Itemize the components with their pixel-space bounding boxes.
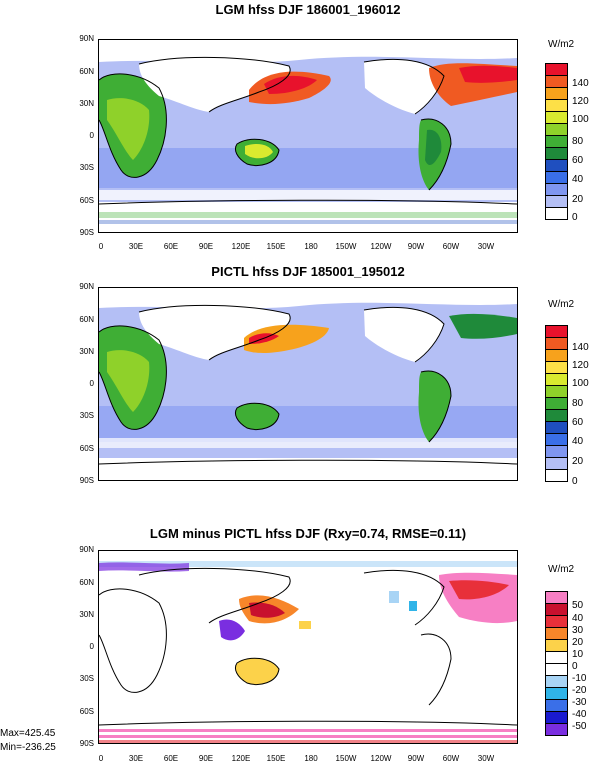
lat-label: 90N <box>79 545 94 554</box>
legend-label: 0 <box>572 476 578 487</box>
min-value: Min=-236.25 <box>0 742 56 753</box>
legend-label: -50 <box>572 721 587 732</box>
lon-label: 90E <box>198 242 214 251</box>
lat-label: 60S <box>79 707 94 716</box>
lon-label: 120E <box>231 242 251 251</box>
legend-label: 50 <box>572 600 584 611</box>
panel-pictl: PICTL hfss DJF 185001_195012 90N 60N 3 <box>0 262 597 522</box>
lon-label: 150E <box>266 754 286 763</box>
legend-swatch <box>545 723 568 736</box>
lon-label: 0 <box>98 242 104 251</box>
lon-label: 60E <box>163 754 179 763</box>
panel-difference: LGM minus PICTL hfss DJF (Rxy=0.74, RMSE… <box>0 524 597 782</box>
lat-label: 60S <box>79 444 94 453</box>
lon-label: 120W <box>370 754 392 763</box>
legend-label: 40 <box>572 613 584 624</box>
legend-label: -20 <box>572 685 587 696</box>
lat-label: 60S <box>79 196 94 205</box>
legend-label: -40 <box>572 709 587 720</box>
legend-label: 60 <box>572 417 584 428</box>
lat-label: 60N <box>79 315 94 324</box>
lon-label: 90W <box>407 242 425 251</box>
color-legend <box>545 591 568 736</box>
lat-label: 90N <box>79 34 94 43</box>
map-plot <box>99 40 517 232</box>
legend-label: 140 <box>572 78 589 89</box>
lat-label: 60N <box>79 67 94 76</box>
lon-label: 30W <box>477 242 495 251</box>
lat-label: 30S <box>79 674 94 683</box>
legend-label: 0 <box>572 212 578 223</box>
legend-units: W/m2 <box>548 564 575 575</box>
legend-label: 10 <box>572 649 584 660</box>
lon-label: 90W <box>407 754 425 763</box>
legend-label: 120 <box>572 96 589 107</box>
lat-label: 30N <box>79 610 94 619</box>
lat-label: 30N <box>79 347 94 356</box>
legend-swatch <box>545 469 568 482</box>
lat-label: 30N <box>79 99 94 108</box>
lon-label: 90E <box>198 754 214 763</box>
lat-label: 30S <box>79 163 94 172</box>
lon-label: 0 <box>98 754 104 763</box>
map-pictl <box>98 287 518 481</box>
legend-units: W/m2 <box>548 299 575 310</box>
lon-label: 150W <box>335 242 357 251</box>
color-legend <box>545 63 568 220</box>
lon-label: 120W <box>370 242 392 251</box>
max-value: Max=425.45 <box>0 728 56 739</box>
lat-label: 90S <box>79 228 94 237</box>
panel-title: LGM minus PICTL hfss DJF (Rxy=0.74, RMSE… <box>149 526 467 541</box>
lat-label: 30S <box>79 411 94 420</box>
legend-label: 100 <box>572 114 589 125</box>
map-plot <box>99 288 517 480</box>
lat-label: 0 <box>89 379 94 388</box>
lon-label: 150E <box>266 242 286 251</box>
lat-label: 90S <box>79 476 94 485</box>
lon-label: 150W <box>335 754 357 763</box>
lat-label: 90S <box>79 739 94 748</box>
lon-label: 60W <box>442 242 460 251</box>
legend-label: -10 <box>572 673 587 684</box>
legend-label: 140 <box>572 342 589 353</box>
color-legend <box>545 325 568 482</box>
lat-label: 0 <box>89 131 94 140</box>
legend-label: 40 <box>572 436 584 447</box>
lat-label: 60N <box>79 578 94 587</box>
lon-label: 60E <box>163 242 179 251</box>
lon-label: 180 <box>304 754 318 763</box>
lon-label: 120E <box>231 754 251 763</box>
legend-label: 30 <box>572 625 584 636</box>
legend-label: 20 <box>572 194 584 205</box>
legend-label: 60 <box>572 155 584 166</box>
lon-label: 60W <box>442 754 460 763</box>
panel-title: LGM hfss DJF 186001_196012 <box>215 2 401 17</box>
legend-label: 40 <box>572 174 584 185</box>
map-difference <box>98 550 518 744</box>
legend-label: 0 <box>572 661 578 672</box>
map-plot <box>99 551 517 743</box>
lat-label: 90N <box>79 282 94 291</box>
legend-label: 80 <box>572 136 584 147</box>
legend-swatch <box>545 207 568 220</box>
lon-label: 30W <box>477 754 495 763</box>
panel-title: PICTL hfss DJF 185001_195012 <box>211 264 405 279</box>
legend-label: 80 <box>572 398 584 409</box>
legend-label: 100 <box>572 378 589 389</box>
legend-label: -30 <box>572 697 587 708</box>
map-lgm <box>98 39 518 233</box>
lat-label: 0 <box>89 642 94 651</box>
panel-lgm: LGM hfss DJF 186001_196012 <box>0 0 597 260</box>
lon-label: 30E <box>128 754 144 763</box>
legend-label: 20 <box>572 456 584 467</box>
legend-label: 20 <box>572 637 584 648</box>
lon-label: 180 <box>304 242 318 251</box>
legend-label: 120 <box>572 360 589 371</box>
legend-units: W/m2 <box>548 39 575 50</box>
lon-label: 30E <box>128 242 144 251</box>
